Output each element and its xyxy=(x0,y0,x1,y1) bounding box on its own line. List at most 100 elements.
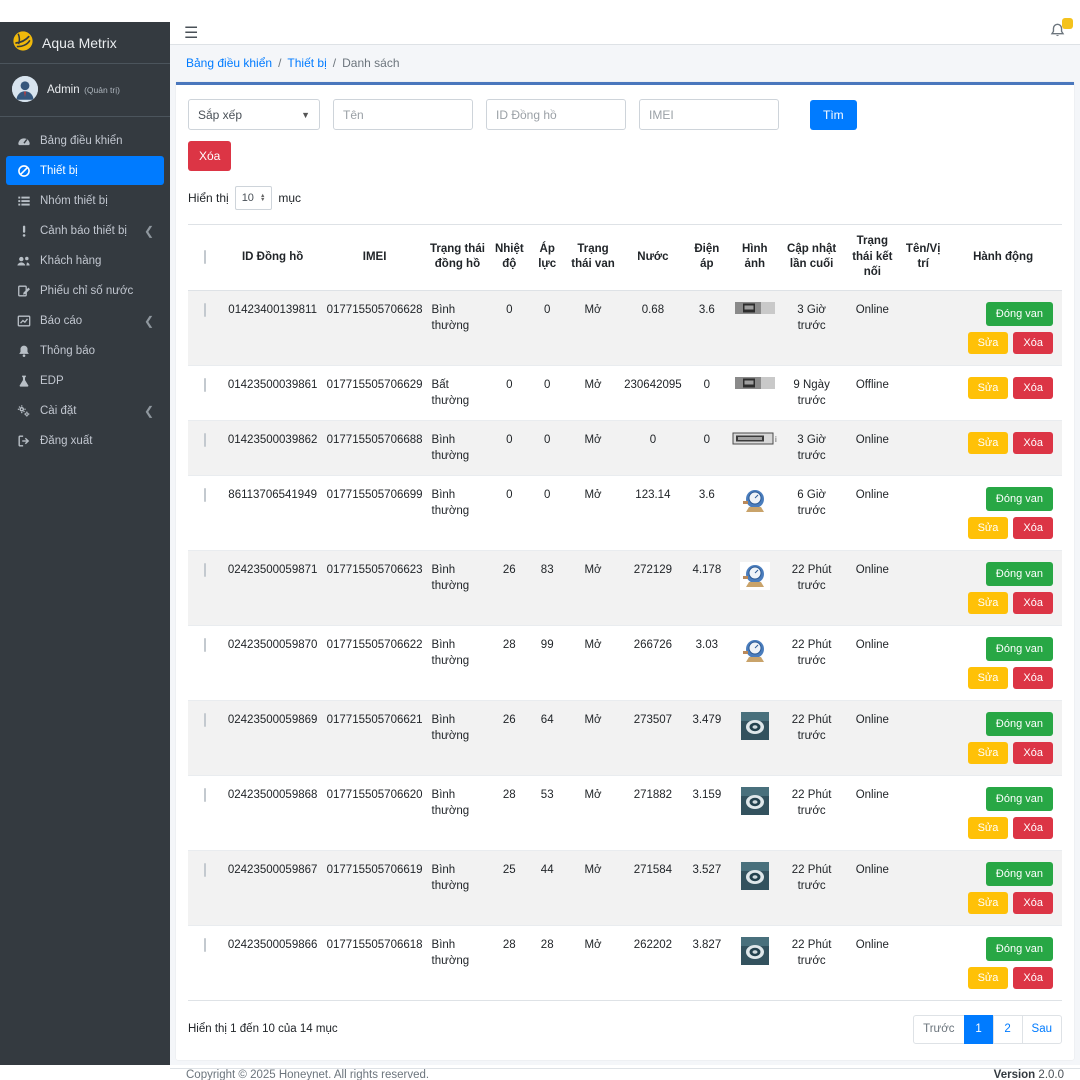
delete-button[interactable]: Xóa xyxy=(1013,967,1053,989)
imei-input[interactable] xyxy=(639,99,779,130)
edit-button[interactable]: Sửa xyxy=(968,967,1009,989)
column-header[interactable]: Trạng thái kết nối xyxy=(842,225,902,291)
column-header[interactable]: IMEI xyxy=(324,225,426,291)
sidebar-item-11[interactable]: Đăng xuất xyxy=(6,426,164,455)
sidebar-item-10[interactable]: Cài đặt❮ xyxy=(6,396,164,425)
device-image[interactable] xyxy=(735,302,775,319)
edit-button[interactable]: Sửa xyxy=(968,517,1009,539)
menu-toggle-icon[interactable]: ☰ xyxy=(184,23,198,43)
close-valve-button[interactable]: Đóng van xyxy=(986,562,1053,586)
device-image[interactable] xyxy=(740,637,770,670)
edit-button[interactable]: Sửa xyxy=(968,432,1009,454)
edit-button[interactable]: Sửa xyxy=(968,892,1009,914)
column-header[interactable]: Điện áp xyxy=(685,225,729,291)
search-button[interactable]: Tìm xyxy=(810,100,857,130)
edit-button[interactable]: Sửa xyxy=(968,742,1009,764)
column-header[interactable]: Trạng thái đồng hồ xyxy=(426,225,490,291)
note-icon xyxy=(16,284,31,298)
row-checkbox[interactable] xyxy=(204,638,206,652)
cell-id: 02423500059868 xyxy=(222,775,324,850)
cell-valve: Mở xyxy=(565,700,621,775)
cell-checkbox xyxy=(188,290,222,365)
column-header[interactable]: Áp lực xyxy=(529,225,565,291)
edit-button[interactable]: Sửa xyxy=(968,667,1009,689)
delete-button[interactable]: Xóa xyxy=(1013,817,1053,839)
sidebar-item-3[interactable]: Nhóm thiết bị xyxy=(6,186,164,215)
pagination-page-2[interactable]: 2 xyxy=(993,1015,1023,1044)
row-checkbox[interactable] xyxy=(204,863,206,877)
device-image[interactable] xyxy=(741,712,769,745)
column-header[interactable]: Trạng thái van xyxy=(565,225,621,291)
close-valve-button[interactable]: Đóng van xyxy=(986,487,1053,511)
column-header[interactable]: Hình ảnh xyxy=(729,225,781,291)
edit-button[interactable]: Sửa xyxy=(968,332,1009,354)
sort-select[interactable]: Sắp xếp ▼ xyxy=(188,99,320,130)
cell-updated: 22 Phút trước xyxy=(781,775,843,850)
pagination-page-1[interactable]: 1 xyxy=(964,1015,994,1044)
edit-button[interactable]: Sửa xyxy=(968,377,1009,399)
row-checkbox[interactable] xyxy=(204,938,206,952)
column-header[interactable]: Nhiệt độ xyxy=(489,225,529,291)
device-image[interactable] xyxy=(740,487,770,520)
close-valve-button[interactable]: Đóng van xyxy=(986,712,1053,736)
notifications-bell[interactable] xyxy=(1049,22,1066,44)
cell-temp: 28 xyxy=(489,925,529,1000)
row-checkbox[interactable] xyxy=(204,563,206,577)
delete-button[interactable]: Xóa xyxy=(1013,667,1053,689)
device-image[interactable] xyxy=(735,377,775,394)
close-valve-button[interactable]: Đóng van xyxy=(986,637,1053,661)
row-checkbox[interactable] xyxy=(204,713,206,727)
sidebar-item-4[interactable]: Cảnh báo thiết bị❮ xyxy=(6,216,164,245)
meter-id-input[interactable] xyxy=(486,99,626,130)
pagination-prev[interactable]: Trước xyxy=(913,1015,964,1044)
row-checkbox[interactable] xyxy=(204,433,206,447)
delete-button[interactable]: Xóa xyxy=(1013,517,1053,539)
edit-button[interactable]: Sửa xyxy=(968,592,1009,614)
cell-actions: Đóng van SửaXóa xyxy=(944,550,1062,625)
row-checkbox[interactable] xyxy=(204,788,206,802)
brand[interactable]: Aqua Metrix xyxy=(0,22,170,64)
breadcrumb-devices-link[interactable]: Thiết bị xyxy=(287,56,326,70)
column-header[interactable]: Cập nhật lần cuối xyxy=(781,225,843,291)
device-image[interactable]: i xyxy=(732,432,778,450)
column-header[interactable]: Hành động xyxy=(944,225,1062,291)
delete-button[interactable]: Xóa xyxy=(1013,892,1053,914)
close-valve-button[interactable]: Đóng van xyxy=(986,862,1053,886)
bulk-delete-button[interactable]: Xóa xyxy=(188,141,231,171)
breadcrumb-dashboard-link[interactable]: Bảng điều khiển xyxy=(186,56,272,70)
column-header[interactable]: Tên/Vị trí xyxy=(902,225,944,291)
column-header[interactable]: ID Đồng hồ xyxy=(222,225,324,291)
select-all-checkbox[interactable] xyxy=(204,250,206,264)
delete-button[interactable]: Xóa xyxy=(1013,377,1053,399)
delete-button[interactable]: Xóa xyxy=(1013,332,1053,354)
pagination-next[interactable]: Sau xyxy=(1022,1015,1062,1044)
device-image[interactable] xyxy=(741,862,769,895)
close-valve-button[interactable]: Đóng van xyxy=(986,787,1053,811)
sidebar-item-9[interactable]: EDP xyxy=(6,366,164,395)
row-checkbox[interactable] xyxy=(204,303,206,317)
close-valve-button[interactable]: Đóng van xyxy=(986,937,1053,961)
devices-card: Sắp xếp ▼ Tìm Xóa Hiển thị 10 ▲▼ mục xyxy=(176,82,1074,1060)
device-image[interactable] xyxy=(741,787,769,820)
delete-button[interactable]: Xóa xyxy=(1013,592,1053,614)
delete-button[interactable]: Xóa xyxy=(1013,432,1053,454)
edit-button[interactable]: Sửa xyxy=(968,817,1009,839)
sidebar-item-7[interactable]: Báo cáo❮ xyxy=(6,306,164,335)
close-valve-button[interactable]: Đóng van xyxy=(986,302,1053,326)
sidebar-item-8[interactable]: Thông báo xyxy=(6,336,164,365)
page-size-select[interactable]: 10 ▲▼ xyxy=(235,186,273,210)
row-checkbox[interactable] xyxy=(204,378,206,392)
cell-location xyxy=(902,550,944,625)
chevron-left-icon: ❮ xyxy=(144,224,154,238)
sidebar-item-5[interactable]: Khách hàng xyxy=(6,246,164,275)
sidebar-item-2[interactable]: Thiết bị xyxy=(6,156,164,185)
device-image[interactable] xyxy=(741,937,769,970)
column-header[interactable]: Nước xyxy=(621,225,685,291)
user-panel[interactable]: Admin (Quản trị) xyxy=(0,64,170,117)
sidebar-item-1[interactable]: Bảng điều khiển xyxy=(6,126,164,155)
delete-button[interactable]: Xóa xyxy=(1013,742,1053,764)
sidebar-item-6[interactable]: Phiếu chỉ số nước xyxy=(6,276,164,305)
name-input[interactable] xyxy=(333,99,473,130)
device-image[interactable] xyxy=(740,562,770,595)
row-checkbox[interactable] xyxy=(204,488,206,502)
